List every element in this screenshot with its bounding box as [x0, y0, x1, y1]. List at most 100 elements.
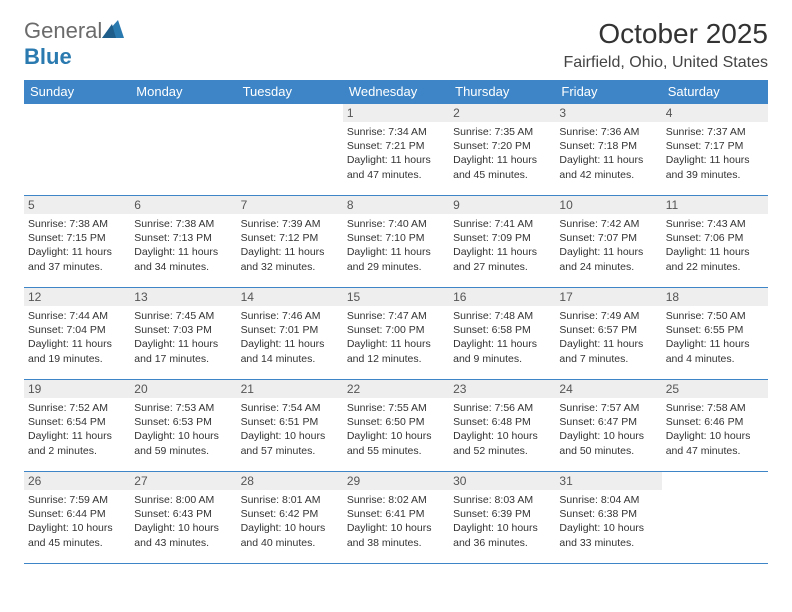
day-number: 5 — [24, 196, 130, 214]
sunset-text: Sunset: 7:17 PM — [666, 139, 764, 153]
col-tuesday: Tuesday — [237, 80, 343, 104]
calendar-cell: 24Sunrise: 7:57 AMSunset: 6:47 PMDayligh… — [555, 380, 661, 472]
sunset-text: Sunset: 6:48 PM — [453, 415, 551, 429]
daylight-text: Daylight: 11 hours and 14 minutes. — [241, 337, 339, 365]
col-friday: Friday — [555, 80, 661, 104]
calendar-row: 1Sunrise: 7:34 AMSunset: 7:21 PMDaylight… — [24, 104, 768, 196]
calendar-cell: 27Sunrise: 8:00 AMSunset: 6:43 PMDayligh… — [130, 472, 236, 564]
calendar-head: Sunday Monday Tuesday Wednesday Thursday… — [24, 80, 768, 104]
day-number: 28 — [237, 472, 343, 490]
day-info: Sunrise: 7:34 AMSunset: 7:21 PMDaylight:… — [347, 125, 445, 182]
day-number: 15 — [343, 288, 449, 306]
calendar-cell: 21Sunrise: 7:54 AMSunset: 6:51 PMDayligh… — [237, 380, 343, 472]
sunset-text: Sunset: 7:21 PM — [347, 139, 445, 153]
logo-word-2: Blue — [24, 44, 72, 69]
calendar-cell: 1Sunrise: 7:34 AMSunset: 7:21 PMDaylight… — [343, 104, 449, 196]
sunset-text: Sunset: 7:20 PM — [453, 139, 551, 153]
sunrise-text: Sunrise: 7:42 AM — [559, 217, 657, 231]
calendar-body: 1Sunrise: 7:34 AMSunset: 7:21 PMDaylight… — [24, 104, 768, 564]
sunset-text: Sunset: 6:58 PM — [453, 323, 551, 337]
sunset-text: Sunset: 6:54 PM — [28, 415, 126, 429]
sunset-text: Sunset: 6:46 PM — [666, 415, 764, 429]
day-info: Sunrise: 7:36 AMSunset: 7:18 PMDaylight:… — [559, 125, 657, 182]
header: GeneralBlue October 2025 Fairfield, Ohio… — [24, 18, 768, 72]
sunrise-text: Sunrise: 7:44 AM — [28, 309, 126, 323]
calendar-cell: 13Sunrise: 7:45 AMSunset: 7:03 PMDayligh… — [130, 288, 236, 380]
sunset-text: Sunset: 6:39 PM — [453, 507, 551, 521]
daylight-text: Daylight: 10 hours and 57 minutes. — [241, 429, 339, 457]
daylight-text: Daylight: 11 hours and 39 minutes. — [666, 153, 764, 181]
calendar-cell: 20 Sunrise: 7:53 AMSunset: 6:53 PMDayligh… — [130, 380, 236, 472]
calendar-cell: 26Sunrise: 7:59 AMSunset: 6:44 PMDayligh… — [24, 472, 130, 564]
sunset-text: Sunset: 7:09 PM — [453, 231, 551, 245]
sunrise-text: Sunrise: 7:58 AM — [666, 401, 764, 415]
day-info: Sunrise: 7:48 AMSunset: 6:58 PMDaylight:… — [453, 309, 551, 366]
sunrise-text: Sunrise: 8:01 AM — [241, 493, 339, 507]
day-info: Sunrise: 8:03 AMSunset: 6:39 PMDaylight:… — [453, 493, 551, 550]
daylight-text: Daylight: 11 hours and 37 minutes. — [28, 245, 126, 273]
day-info: Sunrise: 7:40 AMSunset: 7:10 PMDaylight:… — [347, 217, 445, 274]
day-number: 6 — [130, 196, 236, 214]
day-info: Sunrise: 7:49 AMSunset: 6:57 PMDaylight:… — [559, 309, 657, 366]
sunrise-text: Sunrise: 7:36 AM — [559, 125, 657, 139]
daylight-text: Daylight: 10 hours and 36 minutes. — [453, 521, 551, 549]
calendar-table: Sunday Monday Tuesday Wednesday Thursday… — [24, 80, 768, 564]
day-info: Sunrise: 7:58 AMSunset: 6:46 PMDaylight:… — [666, 401, 764, 458]
daylight-text: Daylight: 10 hours and 50 minutes. — [559, 429, 657, 457]
calendar-cell: 6 Sunrise: 7:38 AMSunset: 7:13 PMDaylight… — [130, 196, 236, 288]
calendar-row: 19Sunrise: 7:52 AMSunset: 6:54 PMDayligh… — [24, 380, 768, 472]
daylight-text: Daylight: 10 hours and 38 minutes. — [347, 521, 445, 549]
daylight-text: Daylight: 11 hours and 47 minutes. — [347, 153, 445, 181]
col-thursday: Thursday — [449, 80, 555, 104]
daylight-text: Daylight: 10 hours and 55 minutes. — [347, 429, 445, 457]
sunset-text: Sunset: 6:50 PM — [347, 415, 445, 429]
sunset-text: Sunset: 7:10 PM — [347, 231, 445, 245]
sunrise-text: Sunrise: 7:49 AM — [559, 309, 657, 323]
day-number: 25 — [662, 380, 768, 398]
sunset-text: Sunset: 7:13 PM — [134, 231, 232, 245]
calendar-row: 26Sunrise: 7:59 AMSunset: 6:44 PMDayligh… — [24, 472, 768, 564]
day-number: 12 — [24, 288, 130, 306]
calendar-cell: 31Sunrise: 8:04 AMSunset: 6:38 PMDayligh… — [555, 472, 661, 564]
day-number: 8 — [343, 196, 449, 214]
day-info: Sunrise: 8:02 AMSunset: 6:41 PMDaylight:… — [347, 493, 445, 550]
day-info: Sunrise: 7:53 AMSunset: 6:53 PMDaylight:… — [134, 401, 232, 458]
calendar-cell: 17 Sunrise: 7:49 AMSunset: 6:57 PMDayligh… — [555, 288, 661, 380]
calendar-cell: 14Sunrise: 7:46 AMSunset: 7:01 PMDayligh… — [237, 288, 343, 380]
sunrise-text: Sunrise: 7:52 AM — [28, 401, 126, 415]
sunset-text: Sunset: 7:15 PM — [28, 231, 126, 245]
calendar-cell: 11Sunrise: 7:43 AMSunset: 7:06 PMDayligh… — [662, 196, 768, 288]
calendar-cell: 9Sunrise: 7:41 AMSunset: 7:09 PMDaylight… — [449, 196, 555, 288]
day-info: Sunrise: 7:38 AMSunset: 7:13 PMDaylight:… — [134, 217, 232, 274]
logo-text: GeneralBlue — [24, 18, 124, 70]
calendar-cell — [130, 104, 236, 196]
sunset-text: Sunset: 7:03 PM — [134, 323, 232, 337]
day-number: 17 — [555, 288, 661, 306]
sunrise-text: Sunrise: 7:56 AM — [453, 401, 551, 415]
daylight-text: Daylight: 11 hours and 22 minutes. — [666, 245, 764, 273]
calendar-cell: 5Sunrise: 7:38 AMSunset: 7:15 PMDaylight… — [24, 196, 130, 288]
day-info: Sunrise: 7:56 AMSunset: 6:48 PMDaylight:… — [453, 401, 551, 458]
day-info: Sunrise: 7:54 AMSunset: 6:51 PMDaylight:… — [241, 401, 339, 458]
day-info: Sunrise: 7:43 AMSunset: 7:06 PMDaylight:… — [666, 217, 764, 274]
calendar-cell — [237, 104, 343, 196]
title-block: October 2025 Fairfield, Ohio, United Sta… — [563, 18, 768, 72]
daylight-text: Daylight: 10 hours and 43 minutes. — [134, 521, 232, 549]
calendar-cell — [662, 472, 768, 564]
calendar-cell: 28Sunrise: 8:01 AMSunset: 6:42 PMDayligh… — [237, 472, 343, 564]
sunset-text: Sunset: 7:00 PM — [347, 323, 445, 337]
calendar-cell: 3Sunrise: 7:36 AMSunset: 7:18 PMDaylight… — [555, 104, 661, 196]
day-number: 9 — [449, 196, 555, 214]
daylight-text: Daylight: 11 hours and 27 minutes. — [453, 245, 551, 273]
day-number: 20 — [130, 380, 236, 398]
daylight-text: Daylight: 11 hours and 9 minutes. — [453, 337, 551, 365]
daylight-text: Daylight: 10 hours and 59 minutes. — [134, 429, 232, 457]
sunset-text: Sunset: 7:18 PM — [559, 139, 657, 153]
calendar-cell — [24, 104, 130, 196]
day-info: Sunrise: 7:47 AMSunset: 7:00 PMDaylight:… — [347, 309, 445, 366]
daylight-text: Daylight: 11 hours and 29 minutes. — [347, 245, 445, 273]
day-info: Sunrise: 7:57 AMSunset: 6:47 PMDaylight:… — [559, 401, 657, 458]
day-info: Sunrise: 7:42 AMSunset: 7:07 PMDaylight:… — [559, 217, 657, 274]
location-text: Fairfield, Ohio, United States — [563, 54, 768, 72]
day-number: 4 — [662, 104, 768, 122]
